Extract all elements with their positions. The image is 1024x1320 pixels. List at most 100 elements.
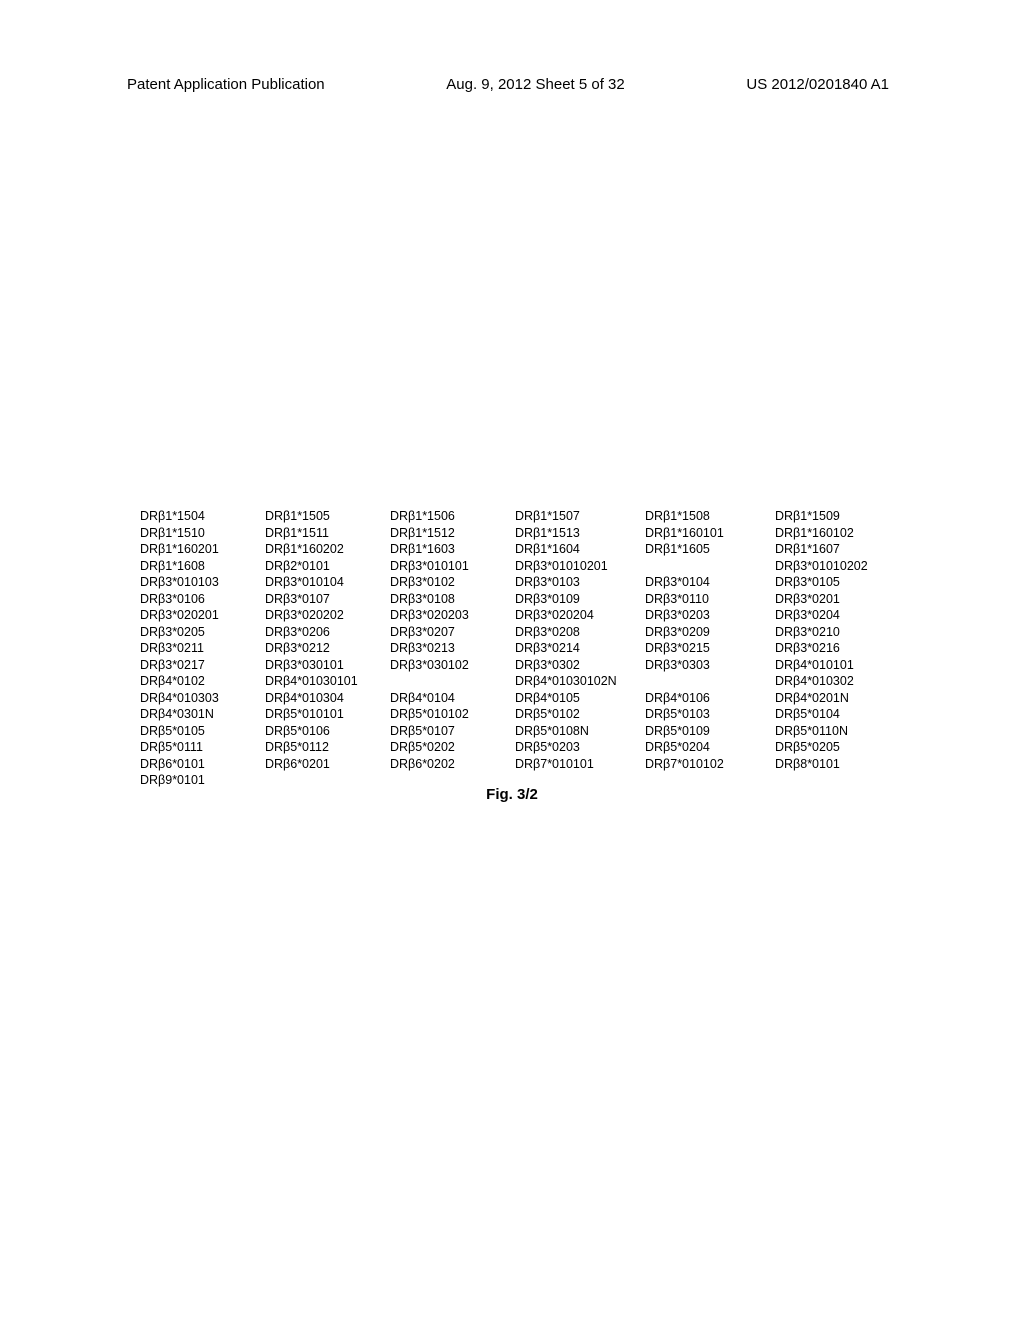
allele-cell: DRβ6*0101 — [140, 756, 265, 773]
allele-cell: DRβ5*0205 — [775, 739, 894, 756]
allele-cell: DRβ1*160202 — [265, 541, 390, 558]
allele-cell: DRβ8*0101 — [775, 756, 894, 773]
allele-cell: DRβ4*010304 — [265, 690, 390, 707]
allele-cell: DRβ3*0215 — [645, 640, 775, 657]
allele-cell: DRβ1*160102 — [775, 525, 894, 542]
allele-row: DRβ4*0301NDRβ5*010101DRβ5*010102DRβ5*010… — [140, 706, 894, 723]
allele-cell: DRβ1*160201 — [140, 541, 265, 558]
allele-cell: DRβ5*0104 — [775, 706, 894, 723]
allele-cell: DRβ3*0106 — [140, 591, 265, 608]
allele-cell: DRβ3*0209 — [645, 624, 775, 641]
allele-cell: DRβ4*010302 — [775, 673, 894, 690]
allele-cell: DRβ3*0207 — [390, 624, 515, 641]
page-header: Patent Application Publication Aug. 9, 2… — [0, 76, 1024, 93]
allele-cell: DRβ3*0217 — [140, 657, 265, 674]
allele-cell: DRβ5*0106 — [265, 723, 390, 740]
allele-cell: DRβ1*1605 — [645, 541, 775, 558]
allele-cell: DRβ5*0110N — [775, 723, 894, 740]
allele-cell: DRβ5*0203 — [515, 739, 645, 756]
allele-cell: DRβ1*1512 — [390, 525, 515, 542]
header-date-sheet: Aug. 9, 2012 Sheet 5 of 32 — [446, 76, 624, 93]
allele-cell: DRβ4*0201N — [775, 690, 894, 707]
allele-cell: DRβ3*0206 — [265, 624, 390, 641]
allele-cell: DRβ3*0214 — [515, 640, 645, 657]
allele-cell: DRβ1*1511 — [265, 525, 390, 542]
allele-cell: DRβ5*0204 — [645, 739, 775, 756]
allele-cell: DRβ4*010101 — [775, 657, 894, 674]
allele-cell: DRβ5*0109 — [645, 723, 775, 740]
allele-cell: DRβ3*0201 — [775, 591, 894, 608]
allele-cell: DRβ7*010101 — [515, 756, 645, 773]
allele-cell: DRβ3*0110 — [645, 591, 775, 608]
allele-cell: DRβ4*010303 — [140, 690, 265, 707]
allele-cell: DRβ4*01030101 — [265, 673, 515, 690]
allele-cell: DRβ5*010101 — [265, 706, 390, 723]
header-publication: Patent Application Publication — [127, 76, 325, 93]
figure-caption: Fig. 3/2 — [0, 786, 1024, 803]
allele-cell: DRβ3*0105 — [775, 574, 894, 591]
allele-cell: DRβ3*0303 — [645, 657, 775, 674]
allele-cell: DRβ1*1507 — [515, 508, 645, 525]
allele-cell: DRβ3*030102 — [390, 657, 515, 674]
allele-cell: DRβ5*0112 — [265, 739, 390, 756]
allele-cell: DRβ4*0104 — [390, 690, 515, 707]
allele-cell: DRβ5*0108N — [515, 723, 645, 740]
allele-row: DRβ3*0211DRβ3*0212DRβ3*0213DRβ3*0214DRβ3… — [140, 640, 894, 657]
allele-cell: DRβ3*0108 — [390, 591, 515, 608]
allele-cell: DRβ1*1505 — [265, 508, 390, 525]
allele-row: DRβ5*0105DRβ5*0106DRβ5*0107DRβ5*0108NDRβ… — [140, 723, 894, 740]
allele-row: DRβ4*0102DRβ4*01030101DRβ4*01030102NDRβ4… — [140, 673, 894, 690]
allele-cell: DRβ3*0211 — [140, 640, 265, 657]
allele-cell: DRβ3*020202 — [265, 607, 390, 624]
allele-cell: DRβ3*0203 — [645, 607, 775, 624]
allele-cell: DRβ3*0103 — [515, 574, 645, 591]
allele-cell: DRβ3*0213 — [390, 640, 515, 657]
allele-cell: DRβ1*1508 — [645, 508, 775, 525]
allele-cell: DRβ5*0111 — [140, 739, 265, 756]
allele-cell: DRβ1*160101 — [645, 525, 775, 542]
allele-cell: DRβ5*0105 — [140, 723, 265, 740]
allele-cell: DRβ5*0102 — [515, 706, 645, 723]
allele-cell: DRβ2*0101 — [265, 558, 390, 575]
allele-row: DRβ3*020201DRβ3*020202DRβ3*020203DRβ3*02… — [140, 607, 894, 624]
allele-row: DRβ1*1504DRβ1*1505DRβ1*1506DRβ1*1507DRβ1… — [140, 508, 894, 525]
allele-cell: DRβ3*030101 — [265, 657, 390, 674]
allele-cell: DRβ3*0109 — [515, 591, 645, 608]
allele-cell: DRβ3*020203 — [390, 607, 515, 624]
allele-cell: DRβ3*0107 — [265, 591, 390, 608]
allele-cell: DRβ1*1604 — [515, 541, 645, 558]
allele-cell: DRβ7*010102 — [645, 756, 775, 773]
allele-cell: DRβ1*1504 — [140, 508, 265, 525]
allele-cell: DRβ3*020201 — [140, 607, 265, 624]
allele-row: DRβ6*0101DRβ6*0201DRβ6*0202DRβ7*010101DR… — [140, 756, 894, 773]
allele-cell: DRβ1*1603 — [390, 541, 515, 558]
allele-cell: DRβ4*0106 — [645, 690, 775, 707]
allele-row: DRβ3*0217DRβ3*030101DRβ3*030102DRβ3*0302… — [140, 657, 894, 674]
allele-cell: DRβ4*0105 — [515, 690, 645, 707]
header-patent-number: US 2012/0201840 A1 — [746, 76, 889, 93]
allele-cell: DRβ3*010101 — [390, 558, 515, 575]
allele-cell: DRβ3*0212 — [265, 640, 390, 657]
allele-table: DRβ1*1504DRβ1*1505DRβ1*1506DRβ1*1507DRβ1… — [140, 508, 894, 789]
allele-cell: DRβ4*0301N — [140, 706, 265, 723]
allele-cell: DRβ3*01010201 — [515, 558, 775, 575]
allele-cell: DRβ3*0210 — [775, 624, 894, 641]
allele-cell: DRβ3*0205 — [140, 624, 265, 641]
allele-cell: DRβ3*010103 — [140, 574, 265, 591]
allele-cell: DRβ3*01010202 — [775, 558, 894, 575]
allele-cell: DRβ1*1607 — [775, 541, 894, 558]
allele-cell: DRβ1*1509 — [775, 508, 894, 525]
allele-row: DRβ4*010303DRβ4*010304DRβ4*0104DRβ4*0105… — [140, 690, 894, 707]
allele-cell: DRβ3*020204 — [515, 607, 645, 624]
allele-row: DRβ1*1608DRβ2*0101DRβ3*010101DRβ3*010102… — [140, 558, 894, 575]
allele-cell: DRβ3*010104 — [265, 574, 390, 591]
allele-cell: DRβ3*0302 — [515, 657, 645, 674]
allele-cell: DRβ4*0102 — [140, 673, 265, 690]
allele-cell: DRβ6*0201 — [265, 756, 390, 773]
allele-cell: DRβ1*1608 — [140, 558, 265, 575]
allele-cell: DRβ3*0216 — [775, 640, 894, 657]
allele-cell: DRβ5*0107 — [390, 723, 515, 740]
allele-cell: DRβ1*1513 — [515, 525, 645, 542]
allele-cell: DRβ3*0204 — [775, 607, 894, 624]
allele-cell: DRβ5*0103 — [645, 706, 775, 723]
